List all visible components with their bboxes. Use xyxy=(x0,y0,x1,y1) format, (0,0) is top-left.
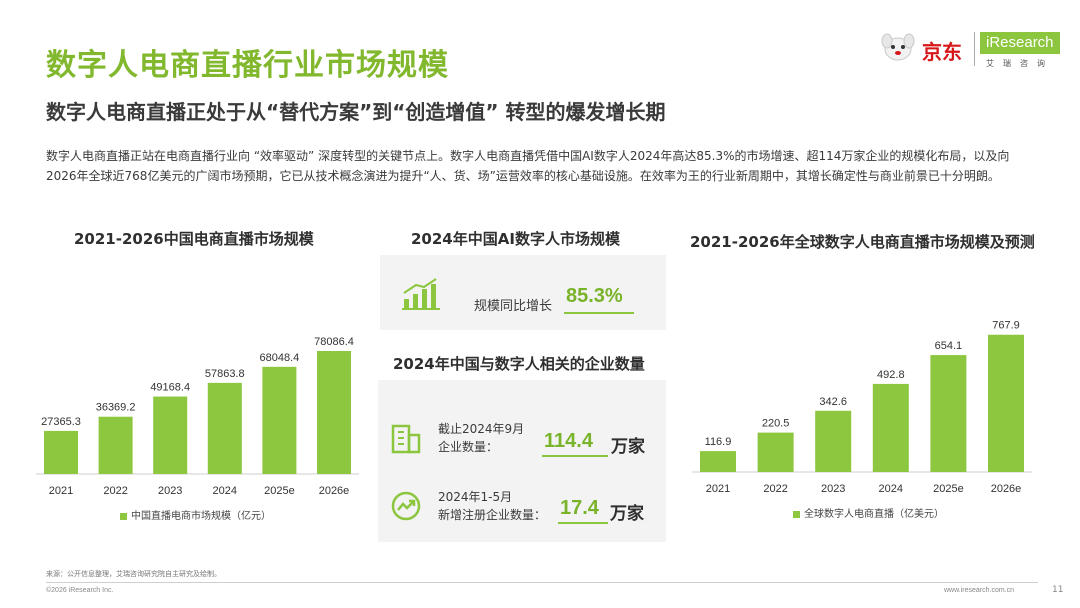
category-label-2026e: 2026e xyxy=(319,485,350,494)
category-label-2026e: 2026e xyxy=(991,483,1022,494)
value-label-2021: 27365.3 xyxy=(41,416,81,428)
bar-2022 xyxy=(757,432,794,472)
category-label-2022: 2022 xyxy=(103,485,127,494)
jd-mascot-icon xyxy=(881,33,915,61)
value-label-2022: 36369.2 xyxy=(96,402,136,414)
value-label-2026e: 78086.4 xyxy=(314,336,354,348)
value-label-2023: 49168.4 xyxy=(150,382,190,394)
right-legend-label: 全球数字人电商直播（亿美元） xyxy=(804,509,944,520)
bar-2024 xyxy=(872,383,909,472)
category-label-2024: 2024 xyxy=(213,485,237,494)
left-chart-title: 2021-2026中国电商直播市场规模 xyxy=(74,230,314,248)
iresearch-logo-text: iResearch xyxy=(980,32,1060,54)
stat2-label-line1: 2024年1-5月 xyxy=(438,490,513,504)
enterprise-panel: 截止2024年9月 企业数量： 114.4 万家 2024年1-5月 新增注册企… xyxy=(378,380,666,542)
bar-2025e xyxy=(930,355,967,472)
page-subtitle: 数字人电商直播正处于从“替代方案”到“创造增值” 转型的爆发增长期 xyxy=(46,100,666,124)
source-note: 来源：公开信息整理，艾瑞咨询研究院自主研究及绘制。 xyxy=(46,570,221,578)
global-digital-human-market-chart: 116.9 2021 220.5 2022 342.6 2023 492.8 2024 654.… xyxy=(692,320,1032,494)
category-label-2023: 2023 xyxy=(158,485,182,494)
bar-2023 xyxy=(815,410,852,472)
bar-growth-icon xyxy=(402,278,440,310)
bar-2026e xyxy=(317,351,351,474)
growth-label: 规模同比增长 xyxy=(474,299,553,314)
china-livestream-market-chart: 27365.3 2021 36369.2 2022 49168.4 2023 57863.8… xyxy=(36,336,359,494)
bar-2021 xyxy=(700,451,736,472)
value-label-2023: 342.6 xyxy=(819,396,847,408)
bar-2023 xyxy=(153,396,188,474)
enterprise-title: 2024年中国与数字人相关的企业数量 xyxy=(393,355,645,373)
category-label-2022: 2022 xyxy=(763,483,787,494)
left-legend-label: 中国直播电商市场规模（亿元） xyxy=(131,511,271,522)
right-chart-title: 2021-2026年全球数字人电商直播市场规模及预测 xyxy=(690,233,1035,251)
value-label-2021: 116.9 xyxy=(705,436,732,448)
category-label-2021: 2021 xyxy=(49,485,73,494)
stat1-label-line1: 截止2024年9月 xyxy=(438,422,525,436)
value-label-2022: 220.5 xyxy=(762,418,790,430)
value-label-2025e: 68048.4 xyxy=(260,352,300,364)
category-label-2024: 2024 xyxy=(879,483,903,494)
stat2-label: 2024年1-5月 新增注册企业数量： xyxy=(438,488,546,524)
logo-divider xyxy=(974,32,975,66)
brand-logos: 京东 iResearch 艾瑞咨询 xyxy=(878,28,1068,74)
right-chart-legend: 全球数字人电商直播（亿美元） xyxy=(793,505,944,520)
bar-2024 xyxy=(207,382,242,474)
iresearch-logo-subtext: 艾瑞咨询 xyxy=(986,59,1054,68)
growth-value: 85.3% xyxy=(566,285,623,307)
website-url: www.iresearch.com.cn xyxy=(944,587,1015,594)
footer-divider xyxy=(46,582,1038,583)
stat2-underline xyxy=(558,522,608,524)
bar-2021 xyxy=(44,430,78,474)
growth-underline xyxy=(564,312,634,314)
stat2-label-line2: 新增注册企业数量： xyxy=(438,508,547,522)
stat1-value: 114.4 xyxy=(544,430,593,452)
ai-market-title: 2024年中国AI数字人市场规模 xyxy=(411,230,620,248)
bar-2022 xyxy=(98,416,133,474)
category-label-2025e: 2025e xyxy=(264,485,295,494)
page-title: 数字人电商直播行业市场规模 xyxy=(46,48,449,83)
ai-growth-panel: 规模同比增长 85.3% xyxy=(380,255,666,330)
building-icon xyxy=(391,424,421,454)
copyright: ©2026 iResearch Inc. xyxy=(46,587,114,594)
category-label-2021: 2021 xyxy=(706,483,730,494)
stat2-value: 17.4 xyxy=(560,497,599,519)
value-label-2024: 492.8 xyxy=(877,369,905,381)
legend-swatch xyxy=(120,512,127,520)
category-label-2023: 2023 xyxy=(821,483,845,494)
legend-swatch xyxy=(793,510,800,518)
stat1-label-line2: 企业数量： xyxy=(438,440,499,454)
category-label-2025e: 2025e xyxy=(933,483,964,494)
page-number: 11 xyxy=(1052,585,1064,595)
bar-2026e xyxy=(988,334,1024,472)
stat1-label: 截止2024年9月 企业数量： xyxy=(438,420,524,456)
stat1-underline xyxy=(542,455,608,457)
intro-paragraph: 数字人电商直播正站在电商直播行业向 “效率驱动” 深度转型的关键节点上。数字人电… xyxy=(46,149,1010,183)
bar-2025e xyxy=(262,366,297,474)
stat2-unit: 万家 xyxy=(610,504,644,524)
left-chart-legend: 中国直播电商市场规模（亿元） xyxy=(120,507,271,522)
value-label-2025e: 654.1 xyxy=(935,340,963,352)
value-label-2026e: 767.9 xyxy=(992,320,1020,332)
stat1-unit: 万家 xyxy=(611,437,645,457)
jd-logo-text: 京东 xyxy=(922,40,962,64)
value-label-2024: 57863.8 xyxy=(205,368,245,380)
trend-up-circle-icon xyxy=(391,491,421,521)
